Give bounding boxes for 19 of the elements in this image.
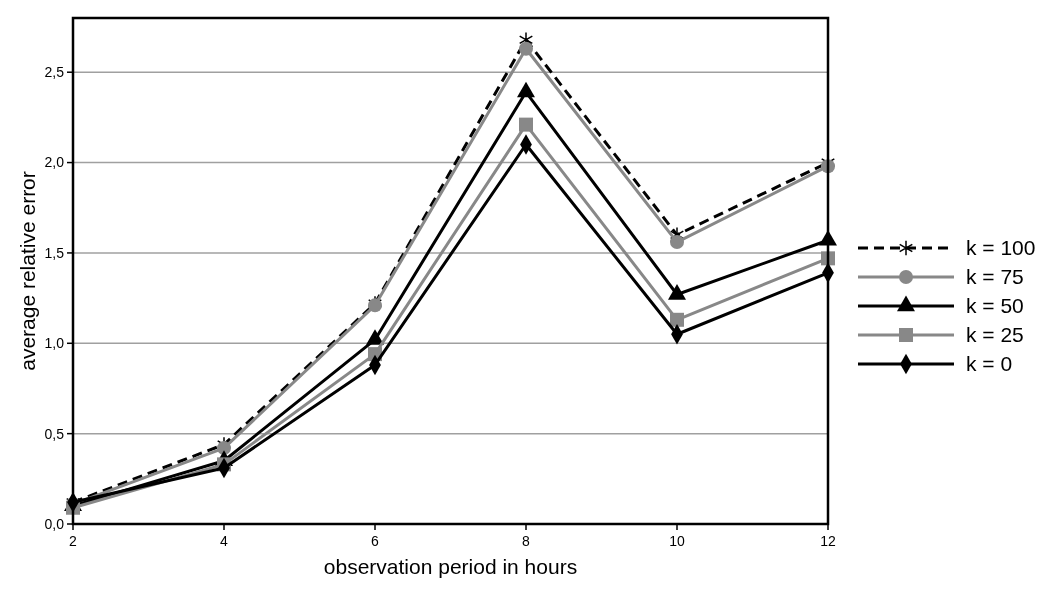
x-tick-label: 8 <box>522 533 531 549</box>
y-tick-label: 2,5 <box>44 64 65 81</box>
legend-label: k = 0 <box>966 352 1013 376</box>
y-tick-label: 0,5 <box>44 425 65 442</box>
x-tick-label: 6 <box>371 533 380 549</box>
y-tick-label: 1,0 <box>44 335 65 352</box>
x-tick-label: 2 <box>69 533 78 549</box>
y-tick-label: 1,5 <box>44 244 65 261</box>
x-axis-title: observation period in hours <box>323 555 578 578</box>
legend-label: k = 100 <box>966 236 1036 260</box>
y-axis-title: average relative error <box>16 171 39 371</box>
legend-label: k = 75 <box>966 265 1024 289</box>
y-tick-label: 2,0 <box>44 154 65 171</box>
x-tick-label: 12 <box>820 533 836 549</box>
x-tick-label: 10 <box>669 533 685 549</box>
legend-label: k = 50 <box>966 294 1024 318</box>
legend-label: k = 25 <box>966 323 1024 347</box>
x-tick-label: 4 <box>220 533 229 549</box>
y-tick-label: 0,0 <box>44 515 65 532</box>
